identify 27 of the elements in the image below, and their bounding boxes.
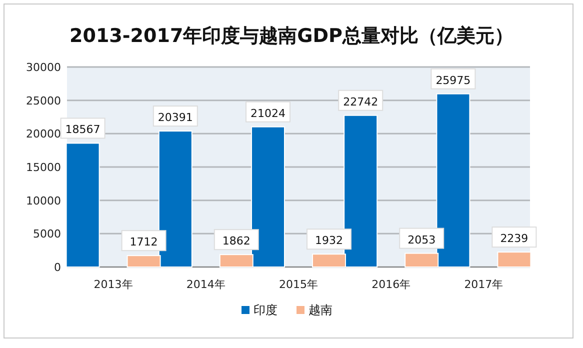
x-tick-label: 2013年 xyxy=(94,278,133,291)
data-label: 1712 xyxy=(130,236,158,249)
x-tick-label: 2016年 xyxy=(372,278,411,291)
y-tick-label: 30000 xyxy=(26,61,61,74)
x-tick-label: 2014年 xyxy=(186,278,226,291)
data-label: 2239 xyxy=(500,232,528,246)
y-tick-label: 20000 xyxy=(26,128,61,141)
chart-title: 2013-2017年印度与越南GDP总量对比（亿美元） xyxy=(70,25,514,47)
data-label: 18567 xyxy=(65,123,100,136)
legend-label: 越南 xyxy=(308,303,332,317)
legend-label: 印度 xyxy=(254,303,278,317)
x-tick-label: 2017年 xyxy=(464,278,504,291)
data-label: 1932 xyxy=(315,234,343,248)
data-label: 2053 xyxy=(408,233,436,246)
y-tick-label: 25000 xyxy=(26,94,61,108)
data-label: 25975 xyxy=(436,74,471,87)
bar xyxy=(66,142,100,268)
data-label: 20391 xyxy=(158,111,193,124)
y-tick-label: 0 xyxy=(54,261,61,274)
y-tick-label: 15000 xyxy=(26,161,61,174)
data-label: 22742 xyxy=(343,95,378,108)
x-tick-label: 2015年 xyxy=(279,278,318,291)
bar xyxy=(497,252,532,268)
data-label: 1862 xyxy=(222,234,250,248)
y-tick-label: 5000 xyxy=(33,228,61,241)
data-label: 21024 xyxy=(250,106,286,120)
y-tick-label: 10000 xyxy=(26,194,61,208)
